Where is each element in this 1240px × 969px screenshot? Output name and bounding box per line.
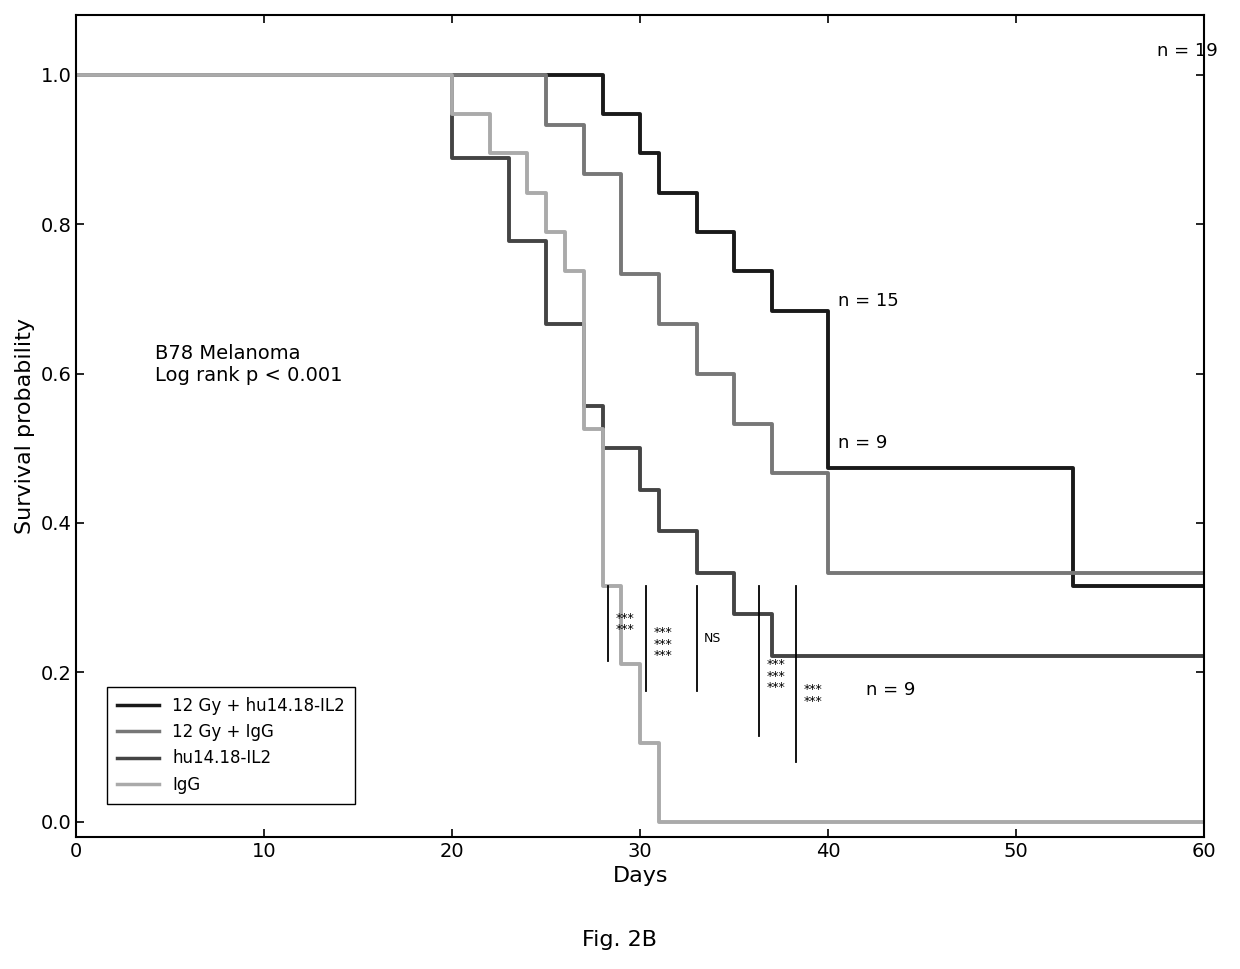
12 Gy + hu14.18-IL2 — [689, 227, 704, 238]
12 Gy + IgG — [539, 119, 554, 131]
Text: ***
***
***: *** *** *** — [766, 658, 785, 694]
IgG — [632, 737, 647, 749]
IgG — [652, 816, 667, 828]
12 Gy + hu14.18-IL2 — [1065, 579, 1080, 591]
12 Gy + hu14.18-IL2 — [727, 266, 742, 277]
Text: n = 9: n = 9 — [866, 680, 915, 699]
Text: B78 Melanoma
Log rank p < 0.001: B78 Melanoma Log rank p < 0.001 — [155, 344, 342, 385]
Line: 12 Gy + IgG: 12 Gy + IgG — [77, 75, 1204, 573]
12 Gy + hu14.18-IL2 — [69, 69, 84, 80]
12 Gy + IgG — [652, 318, 667, 329]
Text: ***
***: *** *** — [616, 611, 635, 636]
12 Gy + IgG — [577, 169, 591, 180]
12 Gy + IgG — [689, 368, 704, 380]
Text: n = 15: n = 15 — [838, 292, 899, 310]
hu14.18-IL2 — [821, 650, 836, 662]
IgG — [482, 147, 497, 159]
Line: 12 Gy + hu14.18-IL2: 12 Gy + hu14.18-IL2 — [77, 75, 1204, 585]
Text: n = 19: n = 19 — [1157, 42, 1218, 60]
hu14.18-IL2 — [764, 650, 779, 662]
12 Gy + hu14.18-IL2 — [595, 109, 610, 120]
X-axis label: Days: Days — [613, 866, 668, 887]
hu14.18-IL2 — [632, 484, 647, 496]
12 Gy + IgG — [727, 418, 742, 429]
12 Gy + IgG — [1197, 567, 1211, 578]
12 Gy + IgG — [614, 268, 629, 280]
12 Gy + hu14.18-IL2 — [445, 69, 460, 80]
IgG — [614, 658, 629, 670]
hu14.18-IL2 — [501, 234, 516, 246]
hu14.18-IL2 — [69, 69, 84, 80]
12 Gy + hu14.18-IL2 — [652, 187, 667, 199]
Y-axis label: Survival probability: Survival probability — [15, 318, 35, 534]
hu14.18-IL2 — [727, 609, 742, 620]
Line: IgG: IgG — [77, 75, 1204, 822]
IgG — [445, 109, 460, 120]
IgG — [539, 227, 554, 238]
12 Gy + hu14.18-IL2 — [1197, 579, 1211, 591]
Text: Fig. 2B: Fig. 2B — [583, 930, 657, 951]
12 Gy + hu14.18-IL2 — [821, 462, 836, 474]
12 Gy + IgG — [69, 69, 84, 80]
12 Gy + hu14.18-IL2 — [558, 69, 573, 80]
12 Gy + IgG — [1065, 567, 1080, 578]
IgG — [577, 423, 591, 435]
IgG — [69, 69, 84, 80]
12 Gy + IgG — [445, 69, 460, 80]
Text: ***
***
***: *** *** *** — [653, 626, 672, 662]
Line: hu14.18-IL2: hu14.18-IL2 — [77, 75, 1204, 656]
Legend: 12 Gy + hu14.18-IL2, 12 Gy + IgG, hu14.18-IL2, IgG: 12 Gy + hu14.18-IL2, 12 Gy + IgG, hu14.1… — [107, 687, 355, 803]
hu14.18-IL2 — [689, 567, 704, 578]
hu14.18-IL2 — [577, 400, 591, 412]
IgG — [520, 187, 534, 199]
hu14.18-IL2 — [445, 152, 460, 164]
hu14.18-IL2 — [595, 443, 610, 454]
Text: NS: NS — [704, 633, 722, 645]
hu14.18-IL2 — [1197, 650, 1211, 662]
hu14.18-IL2 — [539, 318, 554, 329]
hu14.18-IL2 — [652, 525, 667, 537]
Text: ***
***: *** *** — [804, 683, 822, 707]
12 Gy + hu14.18-IL2 — [764, 305, 779, 317]
12 Gy + IgG — [764, 467, 779, 479]
IgG — [1197, 816, 1211, 828]
IgG — [595, 579, 610, 591]
12 Gy + hu14.18-IL2 — [632, 147, 647, 159]
Text: n = 9: n = 9 — [838, 434, 887, 452]
IgG — [558, 266, 573, 277]
12 Gy + IgG — [821, 567, 836, 578]
